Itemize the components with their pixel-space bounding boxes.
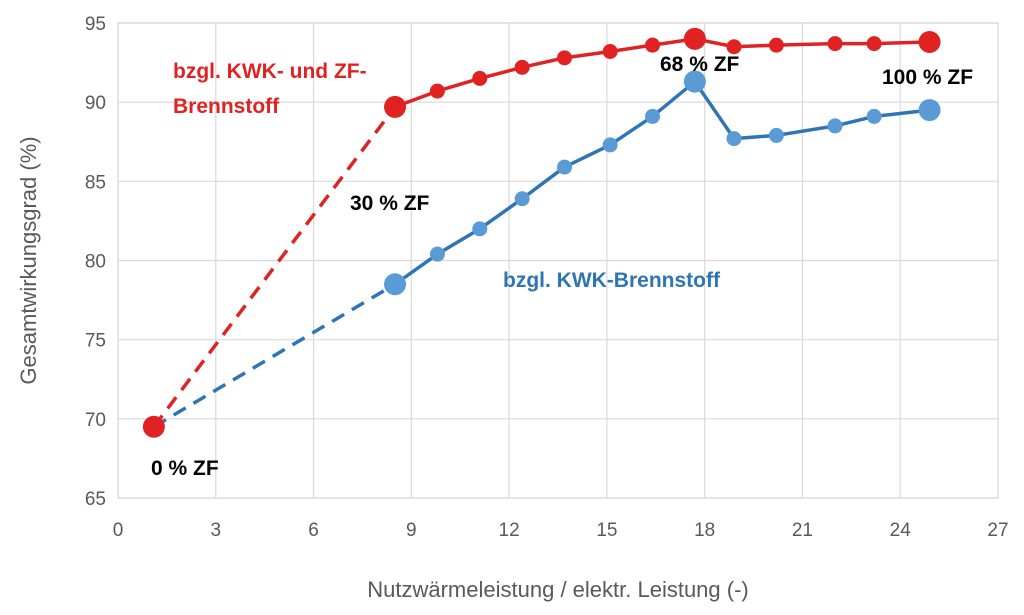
series-1-point [726, 131, 742, 147]
annotation-0-percent-zf: 0 % ZF [151, 457, 219, 480]
series-0-point [384, 95, 407, 118]
series-0-point [429, 83, 445, 99]
series-1-line [394, 79, 930, 286]
start-point [142, 415, 165, 438]
series-markers [142, 27, 941, 438]
y-tick-label: 70 [85, 410, 106, 431]
series-0-dashed-line [152, 105, 397, 428]
axes: 65 70 75 80 85 90 95 0 3 6 9 12 15 18 21 24 27 [85, 14, 1009, 541]
x-tick-label: 27 [987, 520, 1008, 541]
series-0-point [726, 39, 742, 55]
y-tick-label: 90 [85, 93, 106, 114]
series-0-point [866, 36, 882, 52]
series-1-point [557, 159, 573, 175]
x-tick-label: 21 [792, 520, 813, 541]
series-1-dashed-line [152, 282, 396, 429]
series-1-point [645, 108, 661, 124]
x-axis-title: Nutzwärmeleistung / elektr. Leistung (-) [367, 577, 749, 602]
series-1-point [768, 127, 784, 143]
plot-border [117, 22, 999, 499]
series-0-point [602, 44, 618, 59]
y-tick-label: 65 [85, 489, 106, 510]
series-0-point [918, 31, 941, 53]
series-0-point [768, 37, 784, 53]
series-label-red-line-1: bzgl. KWK- und ZF- [173, 60, 367, 83]
series-1-point [514, 191, 530, 207]
x-tick-label: 9 [406, 520, 417, 541]
chart-labels: Gesamtwirkungsgrad (%) Nutzwärmeleistung… [16, 53, 973, 602]
series-0-point [683, 27, 706, 50]
x-tick-label: 12 [499, 520, 520, 541]
annotation-100-percent-zf: 100 % ZF [882, 66, 973, 89]
series-1-point [683, 70, 706, 93]
series-1-point [384, 273, 407, 296]
y-tick-label: 85 [85, 172, 106, 193]
x-tick-label: 3 [210, 520, 221, 541]
x-tick-label: 15 [596, 520, 617, 541]
x-tick-label: 24 [890, 520, 912, 541]
annotation-30-percent-zf: 30 % ZF [350, 192, 430, 215]
annotation-68-percent-zf: 68 % ZF [660, 53, 740, 76]
x-tick-label: 18 [694, 520, 715, 541]
series-1-point [429, 246, 445, 262]
series-0-point [645, 37, 661, 53]
y-tick-label: 75 [85, 331, 106, 352]
series-1-point [602, 137, 618, 153]
y-axis-title: Gesamtwirkungsgrad (%) [16, 136, 41, 384]
y-tick-label: 95 [85, 14, 106, 35]
series-0-point [827, 36, 843, 52]
series-1-point [472, 221, 488, 237]
x-tick-label: 6 [308, 520, 319, 541]
series-label-red-line-2: Brennstoff [173, 95, 280, 118]
series-0-point [557, 50, 573, 66]
series-1-point [827, 118, 843, 134]
series-label-blue: bzgl. KWK-Brennstoff [503, 269, 721, 292]
y-tick-label: 80 [85, 252, 106, 273]
series-1-point [866, 108, 882, 124]
series-0-point [514, 59, 530, 75]
series-0-point [472, 70, 488, 86]
x-tick-label: 0 [113, 520, 124, 541]
series-1-point [918, 99, 941, 122]
